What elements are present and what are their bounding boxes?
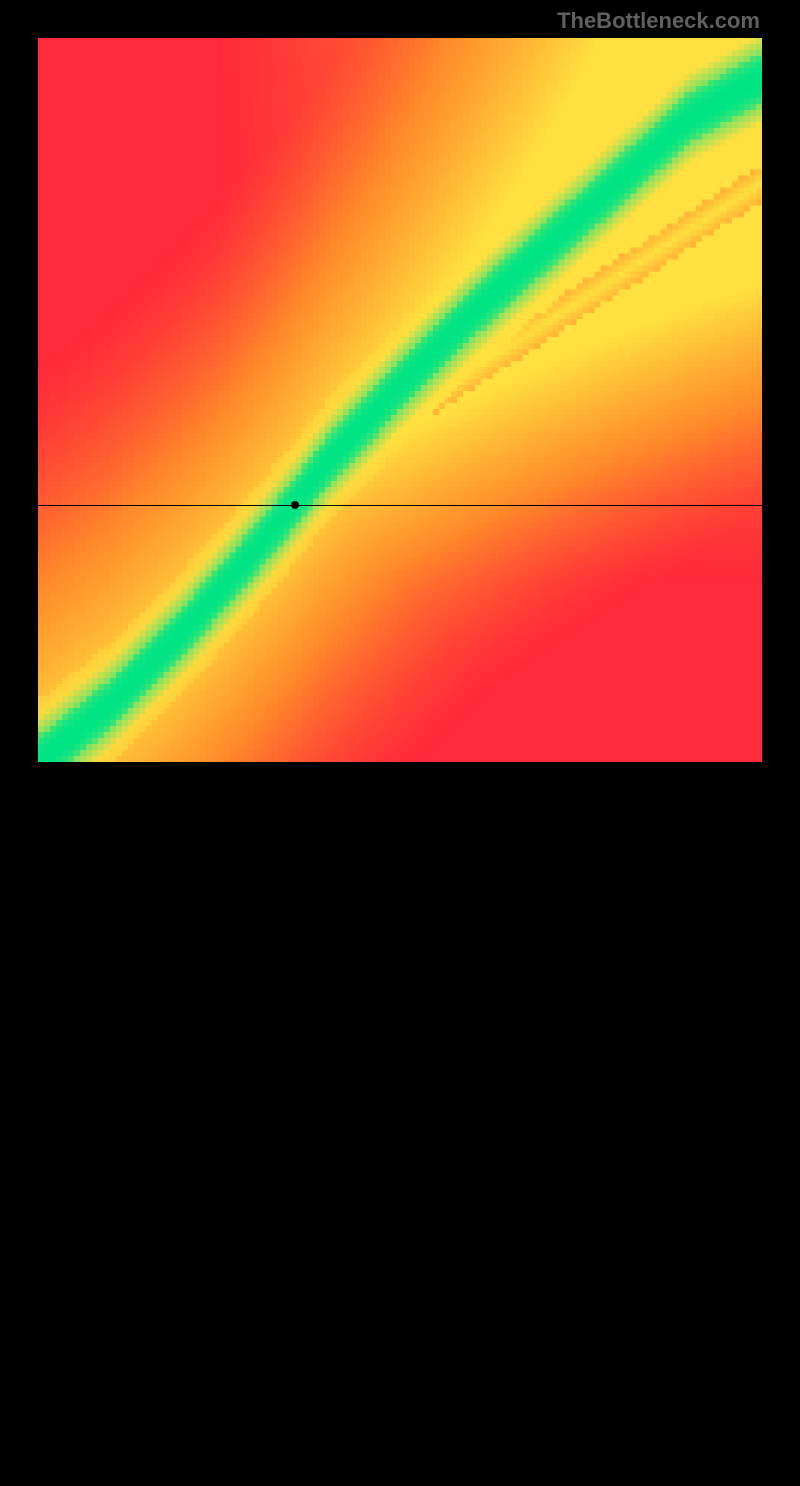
crosshair-horizontal: [38, 505, 762, 506]
crosshair-vertical: [295, 762, 296, 1486]
crosshair-marker: [291, 501, 299, 509]
chart-container: TheBottleneck.com: [0, 0, 800, 800]
heatmap-canvas: [38, 38, 762, 762]
plot-area: [38, 38, 762, 762]
watermark-text: TheBottleneck.com: [557, 8, 760, 34]
